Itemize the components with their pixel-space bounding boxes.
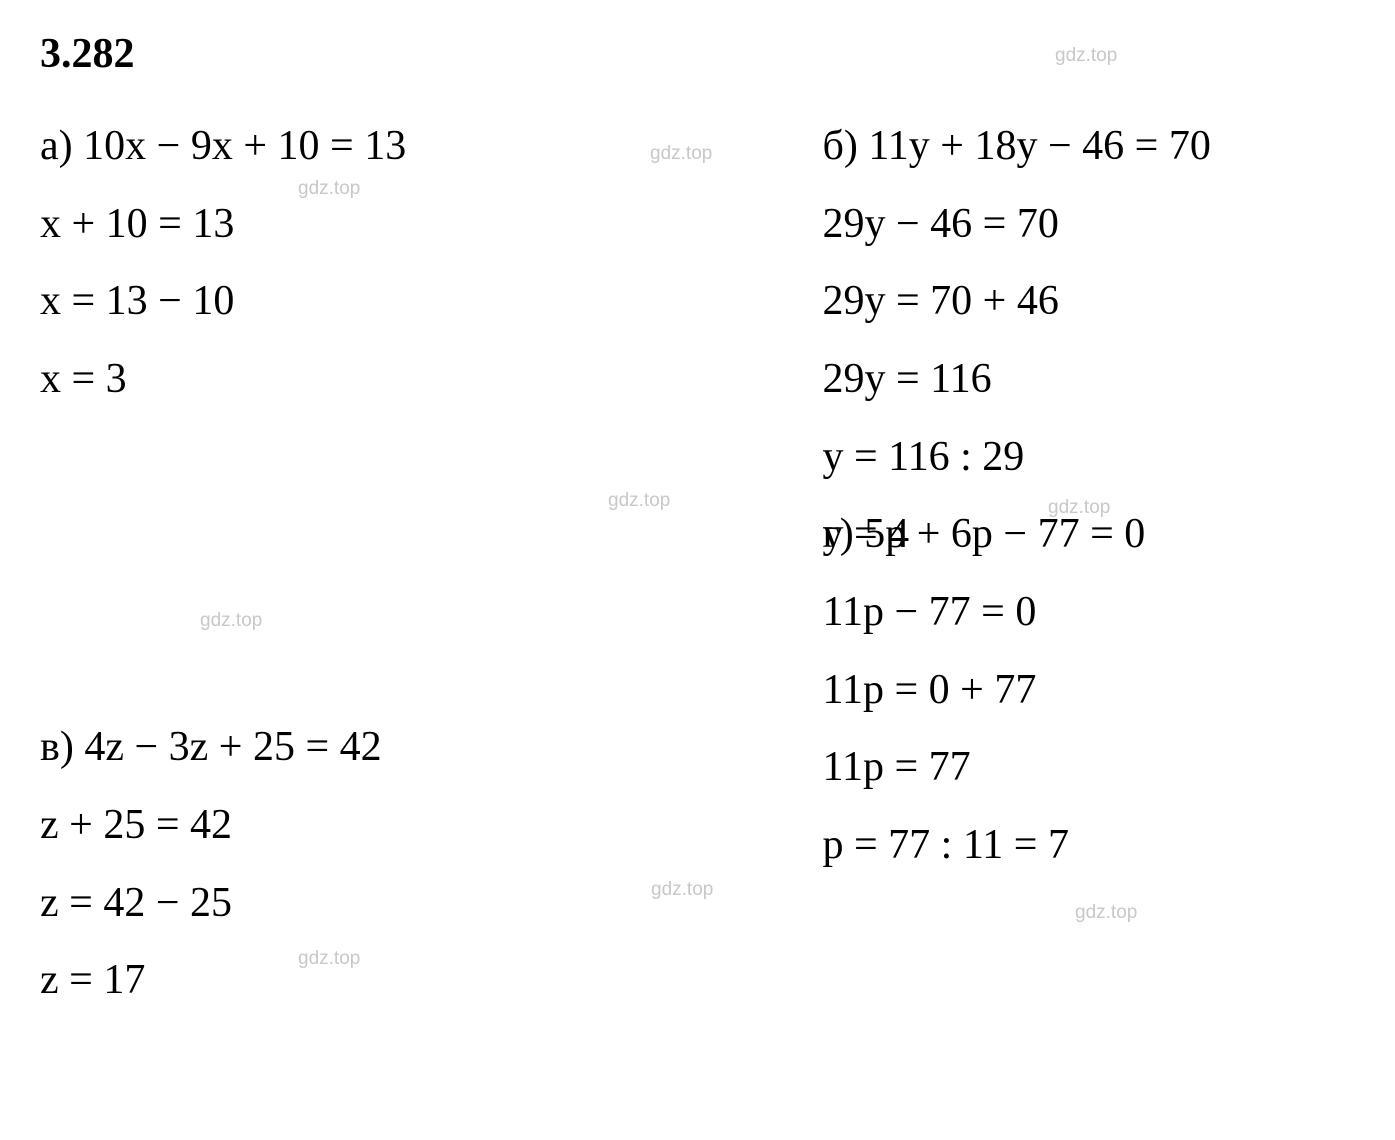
problem-a-line-4: x = 3 [40, 341, 703, 419]
watermark-5: gdz.top [1048, 497, 1110, 519]
problem-v: в) 4z − 3z + 25 = 42 z + 25 = 42 z = 42 … [40, 709, 703, 1020]
problem-b-line-1: б) 11y + 18y − 46 = 70 [823, 108, 1366, 186]
watermark-9: gdz.top [298, 948, 360, 970]
watermark-3: gdz.top [298, 178, 360, 200]
problem-b-label: б) [823, 123, 858, 169]
problem-g-label: г) [823, 511, 854, 557]
problem-a-line-1: а) 10x − 9x + 10 = 13 [40, 108, 703, 186]
problem-g-line-3: 11p = 0 + 77 [823, 652, 1366, 730]
problem-v-label: в) [40, 724, 74, 770]
problem-b-line-3: 29y = 70 + 46 [823, 263, 1366, 341]
problem-b-line-2: 29y − 46 = 70 [823, 186, 1366, 264]
problem-b-line-4: 29y = 116 [823, 341, 1366, 419]
problem-g-line-5: p = 77 : 11 = 7 [823, 807, 1366, 885]
watermark-4: gdz.top [608, 490, 670, 512]
problem-b-eq-1: 11y + 18y − 46 = 70 [868, 123, 1211, 169]
problem-v-line-3: z = 42 − 25 [40, 865, 703, 943]
watermark-2: gdz.top [650, 143, 712, 165]
watermark-6: gdz.top [200, 610, 262, 632]
problem-g: г) 5p + 6p − 77 = 0 11p − 77 = 0 11p = 0… [703, 496, 1366, 1020]
watermark-8: gdz.top [1075, 902, 1137, 924]
problem-v-eq-1: 4z − 3z + 25 = 42 [84, 724, 381, 770]
problem-v-line-2: z + 25 = 42 [40, 787, 703, 865]
watermark-7: gdz.top [651, 879, 713, 901]
problem-g-line-4: 11p = 77 [823, 729, 1366, 807]
problem-a-label: а) [40, 123, 73, 169]
problem-b-line-5: y = 116 : 29 [823, 419, 1366, 497]
problem-a-eq-1: 10x − 9x + 10 = 13 [83, 123, 406, 169]
problem-v-line-1: в) 4z − 3z + 25 = 42 [40, 709, 703, 787]
problem-g-line-2: 11p − 77 = 0 [823, 574, 1366, 652]
problem-a-line-3: x = 13 − 10 [40, 263, 703, 341]
problem-number-title: 3.282 [40, 30, 1365, 78]
problem-a: а) 10x − 9x + 10 = 13 x + 10 = 13 x = 13… [40, 108, 703, 574]
problem-v-line-4: z = 17 [40, 942, 703, 1020]
problem-a-line-2: x + 10 = 13 [40, 186, 703, 264]
watermark-1: gdz.top [1055, 45, 1117, 67]
